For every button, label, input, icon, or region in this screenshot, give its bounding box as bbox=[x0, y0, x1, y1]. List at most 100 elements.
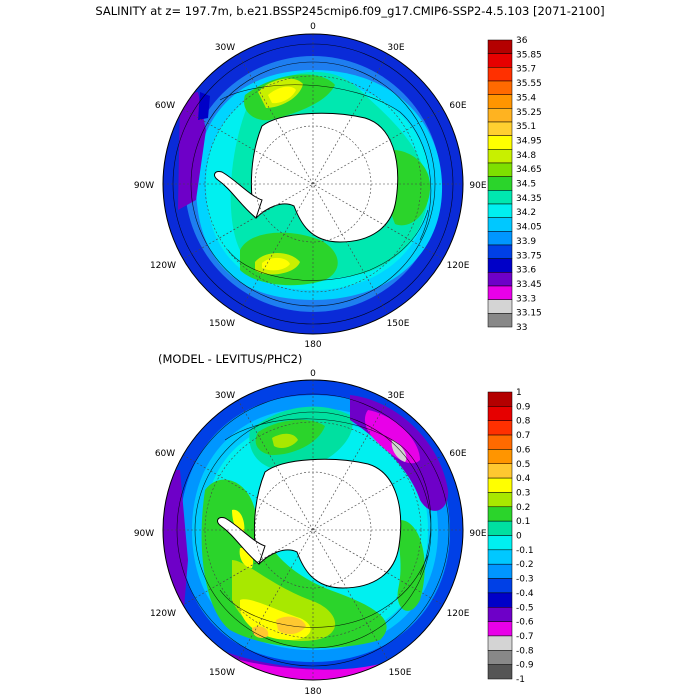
top-lon-label: 30W bbox=[215, 43, 235, 53]
colorbar-label: 35.1 bbox=[516, 122, 536, 132]
difference-colorbar: 1 0.9 0.8 0.7 0.6 0.5 0.4 0.3 0.2 0.1 0 -0.1 -0.2 -0.… bbox=[487, 388, 534, 685]
colorbar-box bbox=[487, 535, 513, 551]
colorbar-box bbox=[487, 108, 513, 123]
colorbar-label: 33 bbox=[516, 323, 527, 333]
colorbar-label: 34.35 bbox=[516, 194, 542, 204]
colorbar-box bbox=[487, 190, 513, 205]
colorbar-label: 34.2 bbox=[516, 208, 536, 218]
colorbar-label: -0.5 bbox=[516, 603, 534, 613]
colorbar-label: -0.7 bbox=[516, 632, 534, 642]
colorbar-label: 0.4 bbox=[516, 474, 531, 484]
top-lon-label: 60E bbox=[449, 101, 466, 111]
colorbar-box bbox=[487, 578, 513, 594]
bottom-lon-label: 60W bbox=[155, 449, 175, 459]
bottom-longitude-labels: 0 30E 60E 90E 120E 150E 180 150W 120W 90… bbox=[134, 369, 487, 697]
colorbar-box bbox=[487, 258, 513, 273]
colorbar-box bbox=[487, 176, 513, 191]
colorbar-label: 35.4 bbox=[516, 93, 536, 103]
colorbar-box bbox=[487, 299, 513, 314]
bottom-lon-label: 90W bbox=[134, 529, 154, 539]
colorbar-box bbox=[487, 506, 513, 522]
colorbar-box bbox=[487, 162, 513, 177]
colorbar-label: -0.2 bbox=[516, 560, 534, 570]
colorbar-box bbox=[487, 607, 513, 622]
top-lon-label: 180 bbox=[304, 340, 321, 350]
bottom-lon-label: 120E bbox=[447, 609, 470, 619]
colorbar-label: 35.85 bbox=[516, 50, 542, 60]
colorbar-label: 34.95 bbox=[516, 136, 542, 146]
colorbar-label: 34.05 bbox=[516, 223, 542, 233]
salinity-map bbox=[163, 34, 463, 334]
colorbar-label: 0.6 bbox=[516, 445, 531, 455]
colorbar-box bbox=[487, 549, 513, 565]
bottom-lon-label: 0 bbox=[310, 369, 316, 379]
top-lon-label: 0 bbox=[310, 22, 316, 32]
top-lon-label: 150W bbox=[209, 319, 235, 329]
top-lon-label: 90E bbox=[469, 181, 486, 191]
bottom-lon-label: 180 bbox=[304, 687, 321, 697]
salinity-colorbar: 36 35.85 35.7 35.55 35.4 35.25 35.1 34.95 34.8 34… bbox=[487, 36, 542, 333]
colorbar-label: 0.9 bbox=[516, 402, 531, 412]
colorbar-box bbox=[487, 492, 513, 508]
colorbar-label: 0.2 bbox=[516, 503, 530, 513]
colorbar-box bbox=[487, 80, 513, 95]
top-longitude-labels: 0 30E 60E 90E 120E 150E 180 150W 120W 90… bbox=[134, 22, 487, 350]
colorbar-label: 35.55 bbox=[516, 79, 542, 89]
colorbar-label: 34.65 bbox=[516, 165, 542, 175]
bottom-lon-label: 60E bbox=[449, 449, 466, 459]
salinity-difference-map bbox=[163, 380, 463, 680]
top-lon-label: 150E bbox=[387, 319, 410, 329]
colorbar-label: 34.8 bbox=[516, 151, 536, 161]
colorbar-box bbox=[487, 39, 513, 54]
colorbar-box bbox=[487, 135, 513, 150]
colorbar-label: 35.7 bbox=[516, 65, 536, 75]
colorbar-label: 35.25 bbox=[516, 108, 542, 118]
bottom-lon-label: 120W bbox=[150, 609, 176, 619]
colorbar-box bbox=[487, 664, 513, 680]
colorbar-label: -1 bbox=[516, 675, 525, 685]
colorbar-box bbox=[487, 217, 513, 232]
colorbar-box bbox=[487, 244, 513, 259]
colorbar-label: 0.8 bbox=[516, 417, 531, 427]
colorbar-box bbox=[487, 635, 513, 651]
colorbar-box bbox=[487, 463, 513, 479]
colorbar-label: 33.6 bbox=[516, 266, 536, 276]
colorbar-label: 34.5 bbox=[516, 180, 536, 190]
colorbar-box bbox=[487, 94, 513, 109]
colorbar-box bbox=[487, 203, 513, 218]
colorbar-label: 33.75 bbox=[516, 251, 542, 261]
colorbar-label: 1 bbox=[516, 388, 522, 398]
colorbar-label: -0.6 bbox=[516, 618, 534, 628]
difference-plot-title: (MODEL - LEVITUS/PHC2) bbox=[158, 352, 303, 366]
colorbar-label: 33.3 bbox=[516, 294, 536, 304]
colorbar-label: 33.45 bbox=[516, 280, 542, 290]
bottom-lon-label: 150E bbox=[389, 668, 412, 678]
colorbar-label: -0.9 bbox=[516, 661, 534, 671]
figure-title: SALINITY at z= 197.7m, b.e21.BSSP245cmip… bbox=[95, 4, 605, 18]
colorbar-box bbox=[487, 563, 513, 579]
top-lon-label: 30E bbox=[387, 43, 404, 53]
bottom-lon-label: 150W bbox=[209, 668, 235, 678]
top-lon-label: 60W bbox=[155, 101, 175, 111]
colorbar-label: 0.1 bbox=[516, 517, 530, 527]
colorbar-box bbox=[487, 121, 513, 136]
colorbar-box bbox=[487, 149, 513, 164]
colorbar-label: 36 bbox=[516, 36, 528, 46]
colorbar-box bbox=[487, 53, 513, 68]
bottom-lon-label: 30E bbox=[387, 391, 404, 401]
colorbar-label: 0.7 bbox=[516, 431, 530, 441]
colorbar-label: 33.9 bbox=[516, 237, 536, 247]
colorbar-label: -0.4 bbox=[516, 589, 534, 599]
bottom-lon-label: 90E bbox=[469, 529, 486, 539]
colorbar-box bbox=[487, 650, 513, 665]
colorbar-box bbox=[487, 231, 513, 246]
colorbar-box bbox=[487, 67, 513, 82]
colorbar-label: 0.5 bbox=[516, 460, 530, 470]
colorbar-box bbox=[487, 406, 513, 421]
colorbar-box bbox=[487, 420, 513, 436]
colorbar-box bbox=[487, 520, 513, 536]
colorbar-label: 0 bbox=[516, 532, 522, 542]
colorbar-label: -0.1 bbox=[516, 546, 534, 556]
colorbar-box bbox=[487, 313, 513, 328]
